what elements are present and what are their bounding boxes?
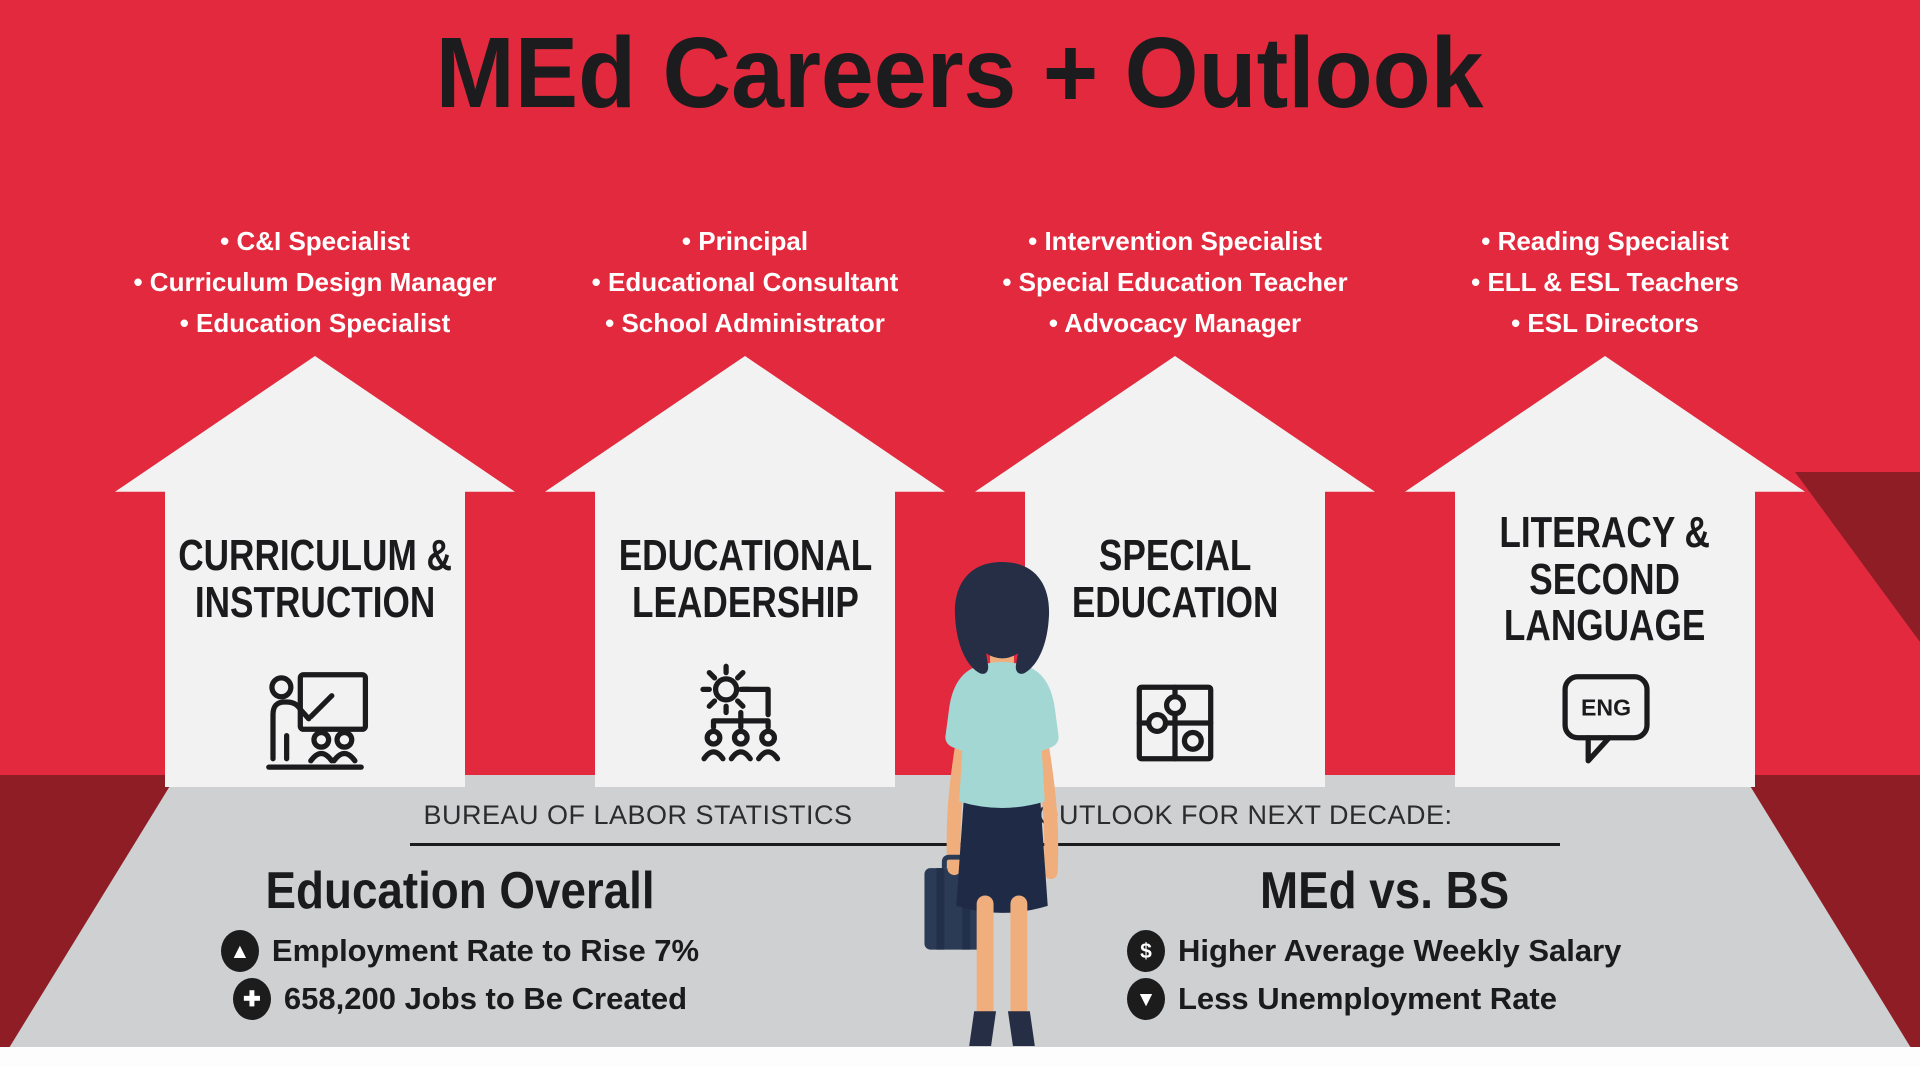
dollar-icon: $ xyxy=(1127,930,1165,972)
career-arrow: EDUCATIONAL LEADERSHIP xyxy=(545,356,945,787)
job-item: Advocacy Manager xyxy=(1049,303,1301,344)
job-item: ELL & ESL Teachers xyxy=(1471,262,1738,303)
plus-icon: ✚ xyxy=(232,978,271,1020)
stat-text: Less Unemployment Rate xyxy=(1178,981,1557,1016)
education-overall-title: Education Overall xyxy=(265,862,655,920)
education-overall-section: Education Overall ▲ Employment Rate to R… xyxy=(130,861,790,1021)
job-item: School Administrator xyxy=(605,303,884,344)
down-arrow-icon: ▼ xyxy=(1127,978,1165,1020)
job-item: Education Specialist xyxy=(180,303,450,344)
bureau-header: BUREAU OF LABOR STATISTICS xyxy=(423,800,853,830)
job-item: C&I Specialist xyxy=(220,221,409,262)
stat-row: ▲ Employment Rate to Rise 7% xyxy=(130,929,790,973)
career-column-educational-leadership: Principal Educational Consultant School … xyxy=(533,182,957,787)
career-columns: C&I Specialist Curriculum Design Manager… xyxy=(0,182,1920,787)
job-item: Special Education Teacher xyxy=(1002,262,1348,303)
job-item: Intervention Specialist xyxy=(1028,221,1321,262)
page-title-text: MEd Careers + Outlook xyxy=(436,17,1484,129)
job-item: Educational Consultant xyxy=(592,262,898,303)
med-vs-bs-title: MEd vs. BS xyxy=(1260,862,1510,920)
career-arrow-label: EDUCATIONAL LEADERSHIP xyxy=(618,531,872,627)
career-arrow-label: SPECIAL EDUCATION xyxy=(1071,531,1279,627)
stat-text: Higher Average Weekly Salary xyxy=(1178,933,1622,968)
woman-figure xyxy=(912,556,1092,1053)
speech-bubble-eng-icon: ENG xyxy=(1542,660,1668,786)
job-list: Principal Educational Consultant School … xyxy=(592,182,898,356)
job-list: Reading Specialist ELL & ESL Teachers ES… xyxy=(1471,182,1738,356)
stat-row: ▼ Less Unemployment Rate xyxy=(1065,977,1705,1021)
outlook-header: OUTLOOK FOR NEXT DECADE: xyxy=(1037,800,1453,830)
med-vs-bs-section: MEd vs. BS $ Higher Average Weekly Salar… xyxy=(1065,861,1705,1021)
stat-row: ✚ 658,200 Jobs to Be Created xyxy=(130,977,790,1021)
career-column-curriculum-instruction: C&I Specialist Curriculum Design Manager… xyxy=(103,182,527,787)
gear-hierarchy-icon xyxy=(682,660,808,786)
job-list: C&I Specialist Curriculum Design Manager… xyxy=(133,182,497,356)
puzzle-pieces-icon xyxy=(1112,660,1238,786)
job-list: Intervention Specialist Special Educatio… xyxy=(1002,182,1348,356)
stat-text: Employment Rate to Rise 7% xyxy=(271,933,700,968)
rise-arrow-icon: ▲ xyxy=(220,930,259,972)
stat-row: $ Higher Average Weekly Salary xyxy=(1065,929,1705,973)
career-arrow: LITERACY & SECOND LANGUAGE ENG xyxy=(1405,356,1805,787)
teacher-presentation-icon xyxy=(252,660,378,786)
job-item: Curriculum Design Manager xyxy=(133,262,497,303)
career-column-literacy-second-language: Reading Specialist ELL & ESL Teachers ES… xyxy=(1393,182,1817,787)
job-item: Principal xyxy=(682,221,808,262)
career-column-special-education: Intervention Specialist Special Educatio… xyxy=(963,182,1387,787)
stat-text: 658,200 Jobs to Be Created xyxy=(283,981,688,1016)
career-arrow-label: LITERACY & SECOND LANGUAGE xyxy=(1499,508,1711,651)
career-arrow: CURRICULUM & INSTRUCTION xyxy=(115,356,515,787)
career-arrow-label: CURRICULUM & INSTRUCTION xyxy=(178,531,452,627)
job-item: ESL Directors xyxy=(1511,303,1698,344)
page-title: MEd Careers + Outlook xyxy=(0,16,1920,131)
job-item: Reading Specialist xyxy=(1481,221,1729,262)
bottom-margin xyxy=(0,1047,1920,1067)
speech-bubble-text: ENG xyxy=(1581,695,1631,721)
